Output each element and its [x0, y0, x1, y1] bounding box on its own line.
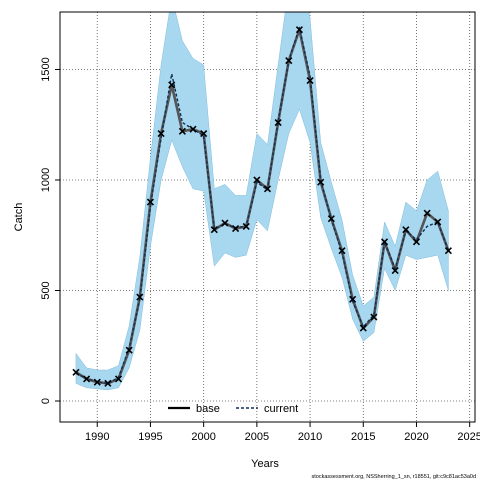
observed-point-2007 — [274, 118, 282, 127]
x-axis-title: Years — [251, 458, 279, 470]
x-tick-label-1995: 1995 — [138, 431, 162, 443]
legend: base current — [168, 403, 298, 415]
observed-point-2020 — [412, 238, 421, 246]
observed-point-2019 — [402, 226, 410, 234]
observed-point-2022 — [434, 218, 442, 226]
observed-point-1994 — [136, 293, 144, 301]
y-tick-label-1500: 1500 — [40, 57, 52, 81]
observed-point-2008 — [285, 57, 293, 65]
x-axis: 1990 1995 2000 2005 2010 2015 2020 2025 — [85, 422, 480, 443]
observed-point-1997 — [168, 81, 176, 89]
observed-point-1991 — [104, 379, 112, 387]
x-tick-label-2005: 2005 — [245, 431, 269, 443]
observed-point-1992 — [114, 375, 123, 383]
x-tick-label-2015: 2015 — [351, 431, 375, 443]
y-axis: 0 500 1000 1500 — [40, 57, 60, 404]
series-lines-layer — [75, 26, 450, 385]
observed-point-2021 — [423, 209, 431, 217]
y-tick-label-1000: 1000 — [40, 168, 52, 192]
observed-point-1996 — [157, 129, 165, 138]
x-tick-label-1990: 1990 — [85, 431, 109, 443]
observed-point-2005 — [253, 176, 261, 184]
observed-point-1999 — [189, 125, 197, 133]
observed-point-2009 — [295, 26, 303, 34]
observed-point-2001 — [210, 226, 218, 234]
observed-point-2006 — [263, 185, 272, 193]
y-axis-title: Catch — [13, 203, 25, 232]
x-tick-label-2010: 2010 — [298, 431, 322, 443]
observed-point-2004 — [242, 222, 250, 230]
observed-point-1995 — [146, 198, 155, 206]
x-tick-label-2020: 2020 — [404, 431, 428, 443]
observed-point-2012 — [327, 215, 335, 223]
observed-point-2016 — [370, 313, 378, 321]
observed-point-1990 — [93, 378, 101, 386]
x-tick-label-2000: 2000 — [191, 431, 215, 443]
observed-point-2013 — [338, 247, 346, 255]
legend-label-current: current — [264, 403, 298, 415]
plot-frame — [59, 11, 476, 423]
observed-point-1993 — [125, 346, 133, 354]
footer-credit: stockassessment.org, NSSherring_1_sn, r1… — [312, 474, 476, 480]
observed-point-1988 — [72, 368, 80, 376]
observed-point-1989 — [83, 375, 91, 383]
observed-point-2017 — [380, 238, 389, 246]
observed-point-2011 — [317, 178, 325, 186]
observed-point-2010 — [306, 76, 314, 85]
observed-point-2002 — [221, 219, 229, 227]
observed-point-2014 — [349, 295, 357, 303]
observed-point-2018 — [391, 267, 399, 275]
y-tick-label-0: 0 — [40, 398, 52, 404]
x-tick-label-2025: 2025 — [457, 431, 480, 443]
confidence-band-layer — [75, 12, 449, 391]
observed-point-2000 — [200, 129, 208, 138]
observed-point-1998 — [178, 127, 186, 135]
y-tick-label-500: 500 — [40, 281, 52, 299]
observed-point-2015 — [359, 324, 367, 332]
observed-points-layer — [72, 26, 452, 387]
confidence-band — [75, 12, 449, 391]
legend-label-base: base — [196, 403, 220, 415]
observed-point-2003 — [232, 225, 240, 233]
observed-point-2023 — [444, 247, 452, 255]
